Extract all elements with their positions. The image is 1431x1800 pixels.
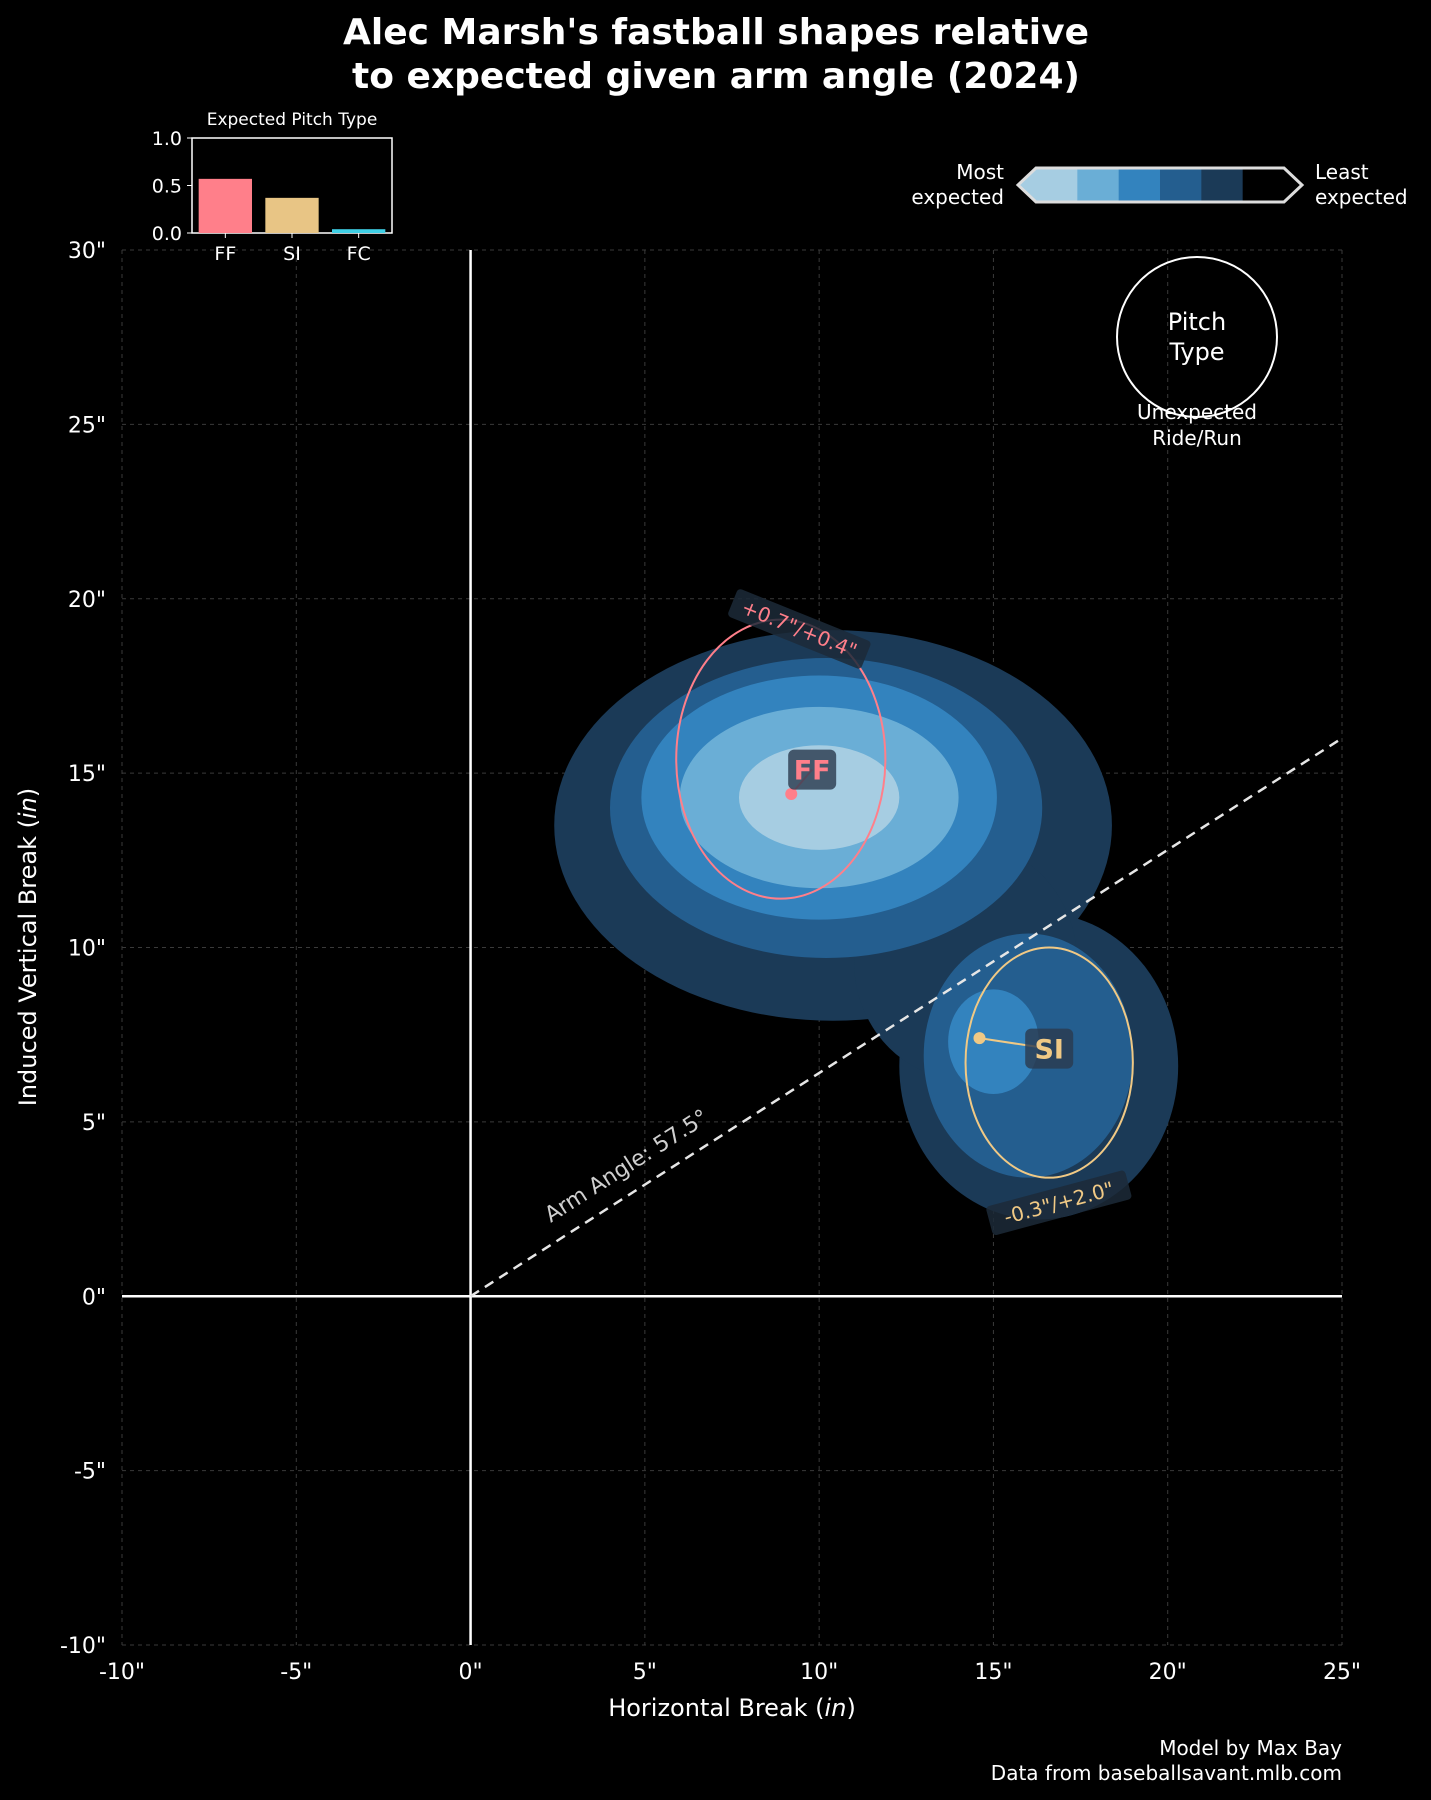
- pitch-label-ff: FF: [794, 756, 831, 787]
- x-tick-label: 0": [459, 1660, 483, 1685]
- legend-below-label-1: Unexpected: [1137, 400, 1257, 424]
- inset-title: Expected Pitch Type: [207, 110, 378, 130]
- legend-circle-label-1: Pitch: [1168, 308, 1226, 336]
- inset-y-tick-label: 0.5: [152, 176, 182, 198]
- y-tick-label: 20": [68, 588, 106, 613]
- colorbar-right-label-1: Least: [1315, 160, 1369, 184]
- colorbar-left-label-2: expected: [911, 185, 1004, 209]
- colorbar-left-label-1: Most: [956, 160, 1004, 184]
- legend-circle-label-2: Type: [1168, 338, 1224, 366]
- density-blob: [948, 989, 1039, 1094]
- inset-bar-ff: [198, 178, 252, 233]
- y-tick-label: 0": [82, 1285, 106, 1310]
- x-tick-labels: -10" -5" 0" 5" 10" 15" 20" 25": [99, 1660, 1361, 1685]
- diff-label-box: [986, 1170, 1132, 1236]
- x-tick-label: 10": [800, 1660, 838, 1685]
- pitch-label-si: SI: [1034, 1035, 1064, 1066]
- colorbar-segment: [1201, 168, 1244, 202]
- inset-x-tick-label: SI: [283, 243, 301, 265]
- expected-pitch-type-inset: Expected Pitch Type 0.0 0.5 1.0 FF SI FC: [152, 110, 393, 265]
- x-tick-label: 5": [633, 1660, 657, 1685]
- x-tick-label: -5": [280, 1660, 312, 1685]
- legend-circle: [1116, 256, 1278, 418]
- inset-x-tick-label: FF: [214, 243, 236, 265]
- actual-pitch-point-si: [973, 1032, 986, 1045]
- y-tick-label: 5": [82, 1111, 106, 1136]
- x-axis-label: Horizontal Break (in): [608, 1694, 856, 1722]
- colorbar-segment: [1118, 168, 1161, 202]
- inset-x-tick-label: FC: [347, 243, 371, 265]
- inset-bar-fc: [332, 229, 386, 233]
- pitch-label-box: [788, 749, 837, 790]
- density-level-1: [738, 745, 900, 850]
- pitch-label-box: [1025, 1028, 1074, 1069]
- density-blob: [738, 745, 900, 850]
- inset-y-tick-label: 0.0: [152, 223, 182, 245]
- arm-angle-line: [469, 737, 1343, 1298]
- expected-ellipse-si: [964, 946, 1134, 1179]
- colorbar-segment: [1160, 168, 1202, 202]
- x-tick-label: -10": [99, 1660, 145, 1685]
- x-tick-label: 15": [974, 1660, 1012, 1685]
- chart-title-line-2: to expected given arm angle (2024): [352, 56, 1080, 97]
- chart-title-line-1: Alec Marsh's fastball shapes relative: [343, 12, 1089, 53]
- colorbar-segment: [1036, 168, 1078, 202]
- y-tick-label: 25": [68, 413, 106, 438]
- colorbar-segment: [1242, 168, 1285, 202]
- colorbar-right-label-2: expected: [1315, 185, 1408, 209]
- y-tick-label: -5": [74, 1460, 106, 1485]
- y-tick-labels: -10" -5" 0" 5" 10" 15" 20" 25" 30": [60, 239, 106, 1659]
- y-tick-label: 15": [68, 762, 106, 787]
- y-tick-label: 10": [68, 937, 106, 962]
- y-tick-label: -10": [60, 1634, 106, 1659]
- credit-data: Data from baseballsavant.mlb.com: [991, 1761, 1342, 1785]
- x-tick-label: 20": [1149, 1660, 1187, 1685]
- zero-axes: [122, 250, 1342, 1645]
- colorbar-left-arrow: [1018, 168, 1036, 202]
- colorbar-outline: [1015, 166, 1305, 204]
- legend-below-label-2: Ride/Run: [1152, 426, 1242, 450]
- inset-y-tick-label: 1.0: [152, 128, 182, 150]
- colorbar-right-arrow: [1284, 168, 1302, 202]
- actual-pitch-point-ff: [785, 788, 798, 801]
- diff-label-box: [728, 589, 871, 669]
- credit-model: Model by Max Bay: [1159, 1736, 1342, 1760]
- x-tick-label: 25": [1323, 1660, 1361, 1685]
- colorbar-segment: [1077, 168, 1120, 202]
- y-tick-label: 30": [68, 239, 106, 264]
- inset-bar-si: [265, 197, 319, 233]
- y-axis-label: Induced Vertical Break (in): [14, 788, 42, 1106]
